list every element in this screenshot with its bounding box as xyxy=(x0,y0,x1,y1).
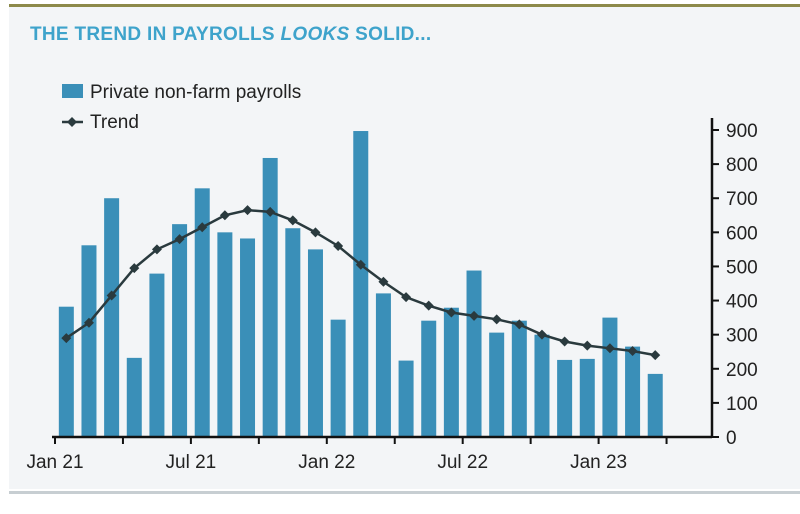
bar-oct-22 xyxy=(534,334,550,437)
legend-label-payrolls: Private non-farm payrolls xyxy=(90,82,301,103)
trend-point xyxy=(650,350,661,361)
trend-point xyxy=(627,346,638,357)
trend-point xyxy=(355,259,366,270)
x-tick-label: Jan 21 xyxy=(26,452,83,473)
trend-point xyxy=(514,319,525,330)
trend-point xyxy=(129,263,140,274)
y-tick-label: 900 xyxy=(726,121,758,142)
y-tick-label: 400 xyxy=(726,292,758,313)
y-tick-label: 500 xyxy=(726,257,758,278)
x-tick-label: Jul 21 xyxy=(166,452,217,473)
bar-feb-22 xyxy=(353,131,369,438)
trend-point xyxy=(333,240,344,251)
bar-nov-22 xyxy=(557,359,573,437)
bottom-rule xyxy=(9,491,800,494)
trend-point xyxy=(536,329,547,340)
x-tick-label: Jul 22 xyxy=(437,452,488,473)
bar-jun-21 xyxy=(172,224,188,437)
bar-jun-22 xyxy=(443,307,459,437)
bar-sep-21 xyxy=(240,238,256,437)
title-text-end: SOLID... xyxy=(349,24,432,45)
bar-jan-21 xyxy=(58,306,74,437)
bar-feb-21 xyxy=(81,245,97,437)
bar-mar-21 xyxy=(104,198,120,437)
y-tick-label: 0 xyxy=(726,428,737,449)
title-emphasis: LOOKS xyxy=(280,24,350,45)
trend-point xyxy=(219,210,230,221)
trend-point xyxy=(469,310,480,321)
x-tick-label: Jan 23 xyxy=(570,452,627,473)
bar-feb-23 xyxy=(625,346,641,437)
title-text: THE TREND IN PAYROLLS xyxy=(30,24,281,45)
bar-jan-22 xyxy=(330,319,346,437)
bar-aug-21 xyxy=(217,232,233,437)
chart-title: THE TREND IN PAYROLLS LOOKS SOLID... xyxy=(30,24,431,46)
trend-point xyxy=(378,276,389,287)
bar-sep-22 xyxy=(511,320,527,437)
trend-point xyxy=(265,206,276,217)
trend-point xyxy=(491,314,502,325)
bar-may-22 xyxy=(421,320,437,437)
bar-jul-22 xyxy=(466,270,482,437)
trend-point xyxy=(287,215,298,226)
y-tick-label: 300 xyxy=(726,326,758,347)
trend-point xyxy=(197,222,208,233)
trend-point xyxy=(61,333,72,344)
bar-apr-22 xyxy=(398,360,414,437)
bar-aug-22 xyxy=(489,332,505,437)
bar-mar-23 xyxy=(647,373,663,437)
bar-jan-23 xyxy=(602,317,618,437)
bar-jul-21 xyxy=(194,188,210,437)
top-rule xyxy=(9,4,800,7)
bar-oct-21 xyxy=(262,157,278,437)
y-tick-label: 600 xyxy=(726,223,758,244)
legend-bar-swatch xyxy=(62,84,83,98)
legend-trend-marker xyxy=(67,117,77,127)
trend-point xyxy=(106,290,117,301)
trend-point xyxy=(151,244,162,255)
trend-point xyxy=(83,317,94,328)
trend-point xyxy=(582,340,593,351)
bar-dec-22 xyxy=(579,358,595,437)
trend-point xyxy=(174,234,185,245)
bar-dec-21 xyxy=(307,249,323,437)
bar-mar-22 xyxy=(375,293,391,437)
trend-point xyxy=(604,343,615,354)
trend-point xyxy=(446,307,457,318)
y-tick-label: 800 xyxy=(726,155,758,176)
bar-may-21 xyxy=(149,273,165,437)
y-tick-label: 700 xyxy=(726,189,758,210)
bar-nov-21 xyxy=(285,228,301,437)
trend-point xyxy=(559,336,570,347)
trend-point xyxy=(242,205,253,216)
trend-point xyxy=(423,300,434,311)
legend-label-trend: Trend xyxy=(90,112,139,133)
bar-apr-21 xyxy=(126,357,142,437)
trend-point xyxy=(310,227,321,238)
trend-point xyxy=(401,292,412,303)
y-tick-label: 200 xyxy=(726,360,758,381)
y-tick-label: 100 xyxy=(726,394,758,415)
x-tick-label: Jan 22 xyxy=(298,452,355,473)
